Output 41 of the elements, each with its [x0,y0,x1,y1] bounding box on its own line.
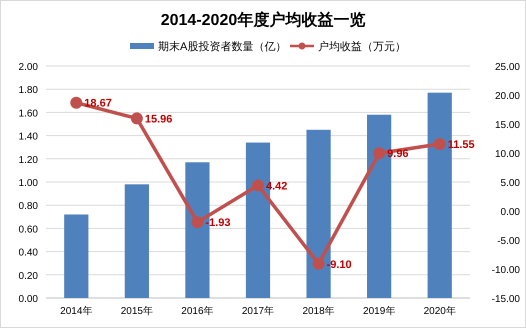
x-tick-label: 2018年 [302,305,335,317]
y2-tick-label: 15.00 [494,120,520,131]
chart-title: 2014-2020年度户均收益一览 [160,10,366,29]
y2-tick-label: 25.00 [494,62,520,73]
bar [124,184,149,298]
y-tick-label: 0.40 [18,248,38,259]
x-tick-label: 2015年 [120,305,153,317]
y-tick-label: 0.20 [18,270,38,282]
data-label: 15.96 [144,113,172,126]
point [191,216,204,228]
bar [64,214,88,298]
y-tick-label: 1.40 [18,132,38,143]
y-tick-label: 2.00 [18,62,38,73]
point [252,179,264,192]
x-tick-label: 2014年 [60,305,92,317]
y-tick-label: 1.80 [18,85,38,96]
y2-tick-label: -5.00 [497,236,520,247]
y2-tick-label: 20.00 [494,91,520,102]
y2-tick-label: 0.00 [500,207,520,218]
x-tick-label: 2019年 [363,305,396,317]
legend-label: 户均收益（万元） [318,40,406,53]
data-label: 18.67 [84,98,112,110]
x-tick-label: 2017年 [242,305,274,317]
point [70,96,82,109]
y2-tick-label: 5.00 [500,178,520,189]
y-tick-label: 0.80 [18,201,38,212]
point [373,147,386,160]
y-tick-label: 1.60 [18,108,38,120]
x-tick-label: 2020年 [424,305,456,317]
point [434,138,446,150]
y-tick-label: 1.00 [18,178,38,189]
y-tick-label: 1.20 [18,154,38,166]
x-tick-label: 2016年 [181,305,214,317]
y2-tick-label: -15.00 [492,294,520,305]
y2-tick-label: 10.00 [494,149,520,160]
y-tick-label: 0.60 [18,224,38,236]
y-tick-label: 0.00 [18,294,38,305]
legend-label: 期末A股投资者数量（亿） [158,40,286,53]
point [312,258,325,270]
point [130,112,143,124]
y2-tick-label: -10.00 [492,265,520,276]
